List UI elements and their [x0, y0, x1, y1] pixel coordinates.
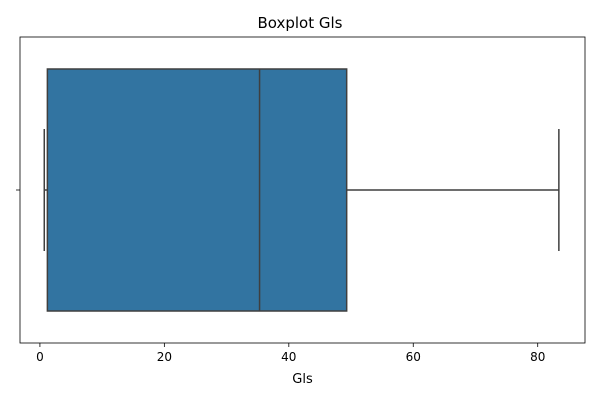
x-tick-label: 60 — [406, 350, 421, 364]
x-tick-label: 80 — [530, 350, 545, 364]
x-tick-label: 40 — [281, 350, 296, 364]
chart-title: Boxplot Gls — [257, 14, 342, 32]
x-tick-label: 0 — [36, 350, 44, 364]
x-tick-label: 20 — [157, 350, 172, 364]
iqr-box — [46, 68, 348, 312]
x-axis-label: Gls — [292, 372, 313, 387]
